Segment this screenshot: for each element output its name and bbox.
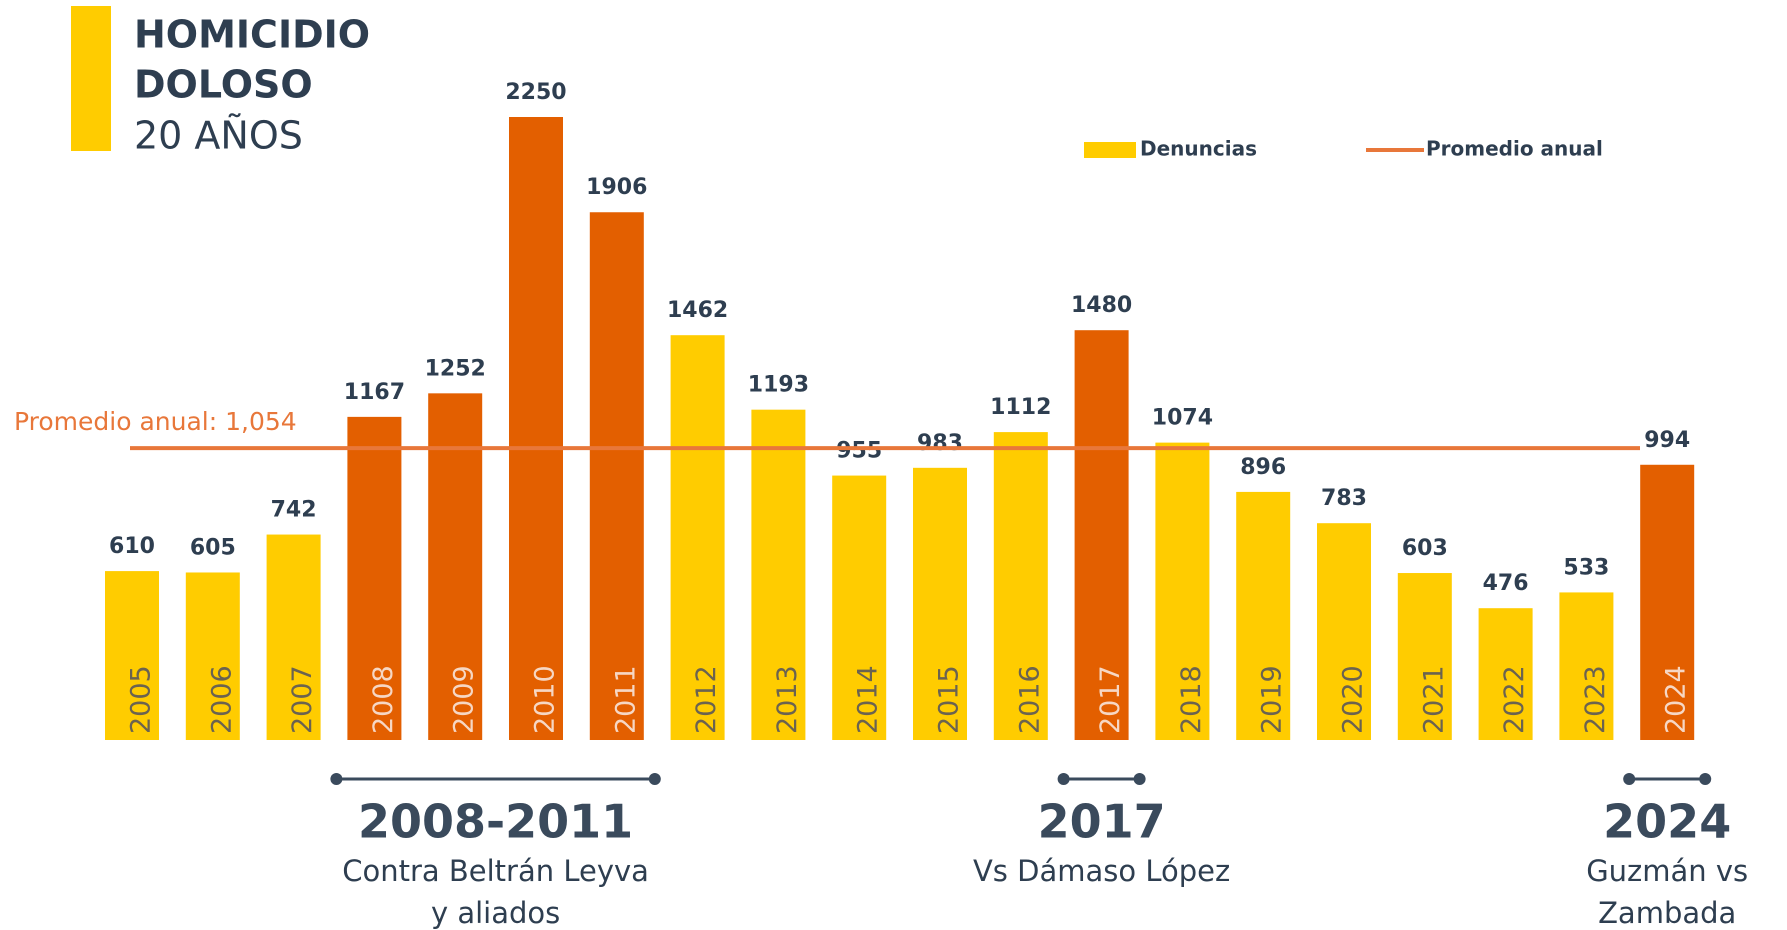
x-tick-label: 2021 [1418,665,1449,734]
x-tick-label: 2020 [1338,665,1369,734]
data-label: 1193 [748,373,809,398]
x-tick-label: 2022 [1499,665,1530,734]
bar [1317,523,1371,740]
bar [428,393,483,740]
period-text: Contra Beltrán Leyva [342,854,649,888]
data-label: 605 [190,535,236,560]
chart-title: HOMICIDIO [134,13,370,57]
period-dot [648,773,661,785]
x-tick-label: 2006 [206,665,237,734]
bar [1640,464,1695,740]
data-label: 896 [1240,455,1286,480]
bar [913,467,967,740]
data-label: 1167 [344,380,405,405]
x-tick-label: 2012 [691,665,722,734]
bar [1155,442,1210,740]
data-label: 1252 [425,356,486,381]
x-tick-label: 2005 [126,665,157,734]
period-dot [1623,773,1636,785]
period-text: Vs Dámaso López [973,854,1230,888]
period-dot [330,773,343,785]
x-tick-label: 2024 [1661,665,1692,734]
bar [347,416,402,740]
data-label: 742 [271,498,317,523]
data-label: 955 [836,439,882,464]
x-tick-label: 2023 [1580,665,1611,734]
data-label: 994 [1644,428,1690,453]
bar [589,212,644,741]
data-label: 1462 [667,298,728,323]
period-label: 2017 [1038,795,1166,849]
data-label: 2250 [505,80,566,105]
period-dot [1057,773,1070,785]
x-tick-label: 2013 [772,665,803,734]
x-tick-label: 2010 [530,665,561,734]
data-label: 983 [917,431,963,456]
data-label: 476 [1483,571,1529,596]
x-tick-label: 2011 [610,665,641,734]
data-label: 610 [109,534,155,559]
x-tick-label: 2015 [934,665,965,734]
data-label: 1112 [990,395,1051,420]
bar [1397,573,1452,740]
period-text: y aliados [431,896,560,930]
chart-title: DOLOSO [134,63,313,107]
bar [185,572,240,740]
bar [1074,330,1129,740]
x-tick-label: 2017 [1095,665,1126,734]
data-label: 603 [1402,536,1448,561]
data-label: 1480 [1071,293,1132,318]
x-tick-label: 2008 [368,665,399,734]
bar [751,409,806,740]
period-text: Guzmán vs [1586,854,1748,888]
bar [509,117,563,740]
x-tick-label: 2009 [449,665,480,734]
chart-subtitle: 20 AÑOS [134,114,303,158]
x-tick-label: 2019 [1257,665,1288,734]
bar [105,571,159,740]
legend-label: Promedio anual [1426,137,1603,161]
bar [1236,491,1291,740]
data-label: 1906 [586,175,647,200]
period-label: 2008-2011 [358,795,633,849]
legend-label: Denuncias [1140,137,1257,161]
data-label: 783 [1321,486,1367,511]
period-label: 2024 [1603,795,1731,849]
bar [670,335,725,740]
period-dot [1133,773,1146,785]
bar [1559,592,1614,740]
bar [266,534,321,740]
x-tick-label: 2018 [1176,665,1207,734]
bar [993,432,1048,740]
x-tick-label: 2014 [853,665,884,734]
legend-swatch [1084,142,1136,158]
data-label: 533 [1563,555,1609,580]
period-text: Zambada [1598,896,1736,930]
data-label: 1074 [1152,406,1213,431]
x-tick-label: 2016 [1014,665,1045,734]
bar [832,475,887,740]
x-tick-label: 2007 [287,665,318,734]
bar [1478,608,1533,740]
average-label: Promedio anual: 1,054 [14,407,297,436]
title-block [71,6,111,151]
period-dot [1699,773,1712,785]
